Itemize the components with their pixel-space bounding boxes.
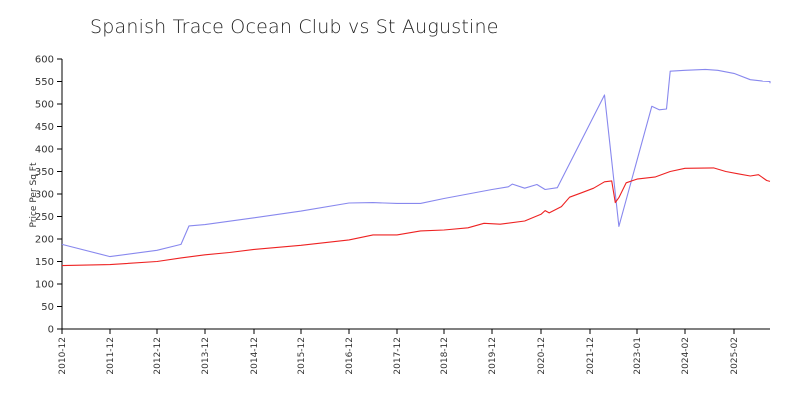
chart-title: Spanish Trace Ocean Club vs St Augustine <box>90 16 499 38</box>
x-tick-label: 2010-12 <box>58 337 68 375</box>
y-tick-label: 250 <box>35 212 54 223</box>
y-tick-label: 400 <box>35 145 54 156</box>
x-tick-label: 2016-12 <box>345 337 355 375</box>
y-tick-label: 500 <box>35 100 54 111</box>
y-tick-label: 200 <box>35 235 54 246</box>
y-tick-label: 50 <box>41 302 54 313</box>
x-tick-label: 2018-12 <box>440 337 450 375</box>
x-tick-label: 2025-02 <box>730 337 740 375</box>
x-tick-label: 2024-02 <box>681 337 691 375</box>
y-tick-label: 450 <box>35 122 54 133</box>
series-layer <box>61 68 771 267</box>
y-tick-label: 0 <box>48 325 54 336</box>
y-tick-label: 550 <box>35 77 54 88</box>
y-axis-label: Price Per Sq Ft <box>29 162 39 227</box>
y-tick-label: 300 <box>35 190 54 201</box>
x-tick-label: 2020-12 <box>537 337 547 375</box>
y-tick-label: 350 <box>35 167 54 178</box>
x-tick-label: 2021-12 <box>586 337 596 375</box>
x-tick-label: 2011-12 <box>106 337 116 375</box>
x-tick-label: 2012-12 <box>153 337 163 375</box>
axes: 0 50 100 150 200 250 300 350 400 450 500 550 600 2010… <box>35 55 770 375</box>
x-tick-label: 2023-01 <box>633 337 643 375</box>
x-tick-label: 2015-12 <box>297 337 307 375</box>
y-tick-label: 600 <box>35 55 54 66</box>
x-tick-label: 2014-12 <box>250 337 260 375</box>
series-line-1 <box>61 68 771 258</box>
y-tick-label: 100 <box>35 280 54 291</box>
x-tick-label: 2017-12 <box>393 337 403 375</box>
series-line-2 <box>61 167 771 267</box>
y-tick-label: 150 <box>35 257 54 268</box>
x-tick-label: 2013-12 <box>201 337 211 375</box>
x-tick-label: 2019-12 <box>488 337 498 375</box>
